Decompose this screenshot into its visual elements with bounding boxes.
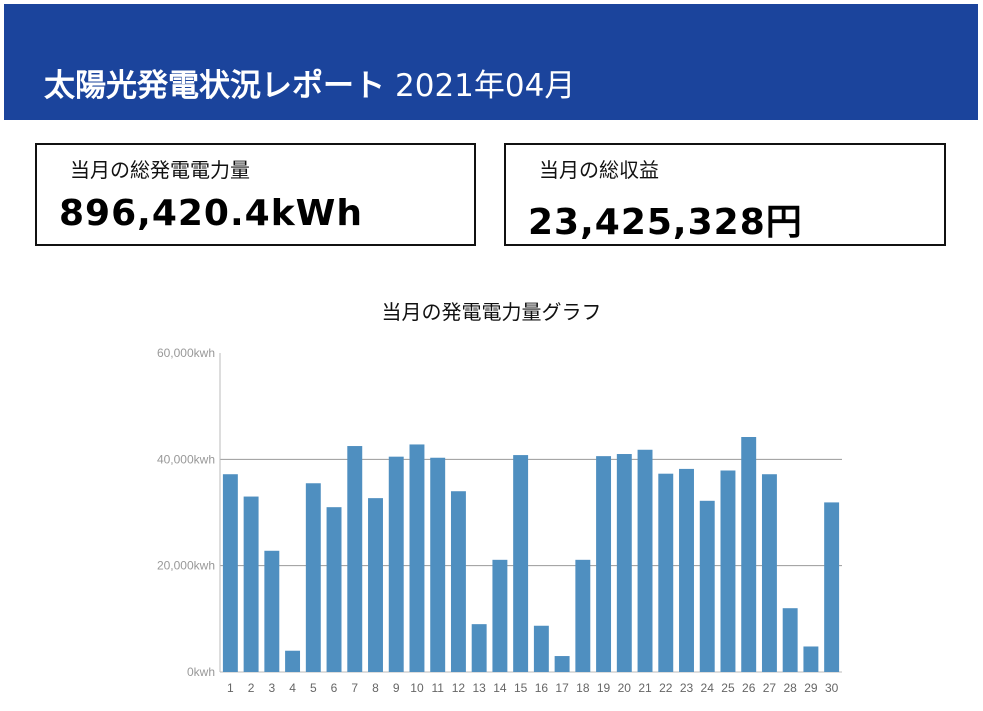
x-tick-label: 25	[721, 681, 735, 695]
x-tick-label: 8	[372, 681, 379, 695]
x-tick-label: 13	[472, 681, 486, 695]
bar-day-28	[782, 608, 798, 672]
total-revenue-value: 23,425,328円	[528, 202, 803, 243]
bar-day-23	[679, 468, 694, 672]
bar-day-5	[305, 483, 321, 672]
x-tick-label: 23	[680, 681, 694, 695]
x-tick-label: 28	[783, 681, 797, 695]
bar-day-27	[761, 474, 777, 672]
bar-day-12	[450, 491, 466, 672]
bar-day-16	[533, 625, 549, 672]
bar-day-8	[368, 498, 383, 672]
bar-day-24	[699, 500, 715, 672]
bar-day-22	[658, 473, 674, 672]
y-tick-label: 60,000kwh	[157, 346, 215, 360]
x-tick-label: 7	[351, 681, 358, 695]
report-title-text: 太陽光発電状況レポート	[44, 68, 385, 104]
x-tick-label: 3	[268, 681, 275, 695]
bar-day-9	[388, 456, 404, 672]
y-tick-label: 0kwh	[187, 665, 215, 679]
x-tick-label: 4	[289, 681, 296, 695]
chart-title: 当月の発電電力量グラフ	[381, 300, 602, 324]
x-tick-label: 19	[597, 681, 611, 695]
report-header: 太陽光発電状況レポート 2021年04月	[4, 4, 978, 120]
x-tick-label: 21	[638, 681, 652, 695]
total-energy-value: 896,420.4kWh	[59, 193, 363, 234]
x-tick-label: 16	[535, 681, 549, 695]
bar-day-29	[803, 646, 819, 672]
x-tick-label: 12	[452, 681, 466, 695]
bar-day-10	[409, 444, 425, 672]
total-revenue-label: 当月の総収益	[539, 158, 659, 182]
bar-day-4	[285, 650, 301, 672]
bar-day-15	[513, 455, 529, 672]
report-year-month: 2021年04月	[395, 68, 576, 104]
x-tick-label: 15	[514, 681, 528, 695]
x-tick-label: 27	[763, 681, 777, 695]
bar-day-13	[471, 624, 487, 672]
bar-day-25	[720, 470, 736, 672]
x-tick-label: 6	[331, 681, 338, 695]
bar-day-11	[430, 457, 446, 672]
bar-day-18	[575, 559, 591, 672]
bar-day-20	[616, 454, 632, 672]
x-tick-label: 17	[555, 681, 569, 695]
bar-day-26	[741, 437, 757, 672]
y-tick-label: 20,000kwh	[157, 559, 215, 573]
total-revenue-card: 当月の総収益 23,425,328円	[504, 143, 946, 246]
x-tick-label: 5	[310, 681, 317, 695]
x-tick-label: 29	[804, 681, 818, 695]
x-tick-label: 24	[701, 681, 715, 695]
x-tick-label: 9	[393, 681, 400, 695]
x-tick-label: 22	[659, 681, 673, 695]
y-tick-label: 40,000kwh	[157, 452, 215, 466]
bar-day-7	[347, 446, 363, 672]
bar-day-19	[596, 456, 612, 672]
bar-day-6	[326, 507, 342, 672]
bar-day-3	[264, 550, 280, 672]
bar-day-1	[222, 474, 238, 672]
bar-day-17	[554, 656, 570, 672]
x-tick-label: 2	[248, 681, 255, 695]
bar-day-30	[824, 502, 840, 672]
x-tick-label: 10	[410, 681, 424, 695]
x-tick-label: 18	[576, 681, 590, 695]
report-title: 太陽光発電状況レポート 2021年04月	[44, 60, 575, 105]
x-tick-label: 14	[493, 681, 507, 695]
bar-day-14	[492, 559, 508, 672]
total-energy-card: 当月の総発電電力量 896,420.4kWh	[35, 143, 476, 246]
bar-day-21	[637, 449, 653, 672]
x-tick-label: 1	[227, 681, 234, 695]
x-tick-label: 26	[742, 681, 756, 695]
bar-day-2	[243, 496, 259, 672]
x-tick-label: 20	[618, 681, 632, 695]
total-energy-label: 当月の総発電電力量	[70, 158, 250, 182]
x-tick-label: 11	[431, 681, 444, 695]
x-tick-label: 30	[825, 681, 839, 695]
